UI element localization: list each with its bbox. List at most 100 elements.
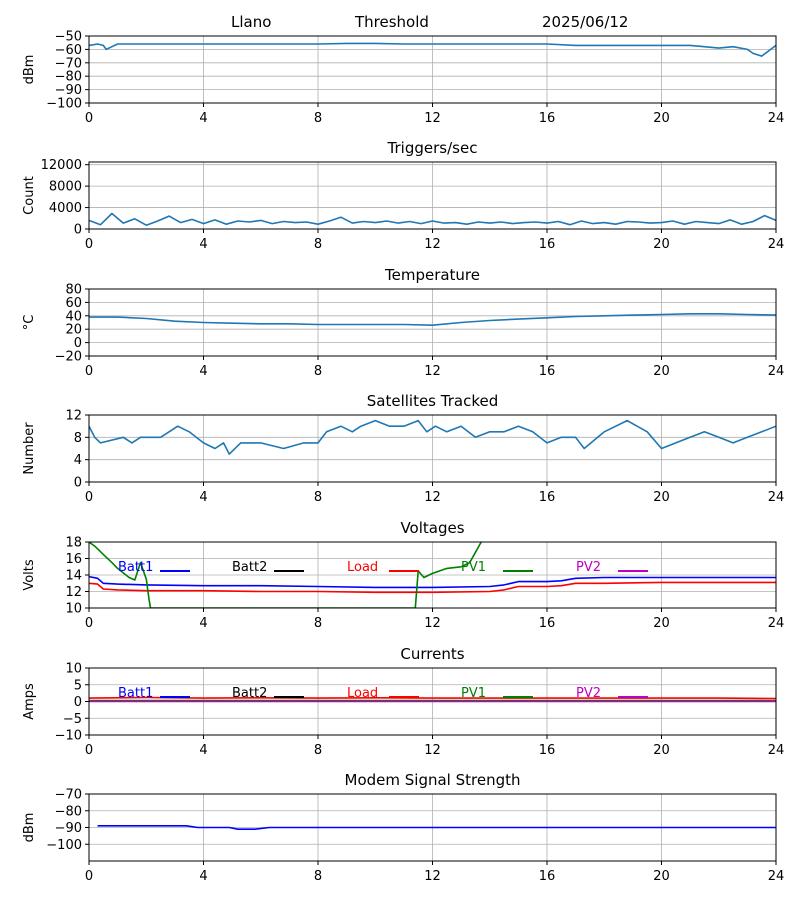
y-tick-label: 0 <box>74 223 82 238</box>
chart-title: Satellites Tracked <box>367 392 498 410</box>
y-tick-label: 40 <box>65 309 82 324</box>
axes-frame <box>88 667 777 736</box>
x-tick-label: 0 <box>85 869 93 884</box>
x-tick-label: 16 <box>539 490 556 505</box>
legend-label-batt2: Batt2 <box>232 560 267 575</box>
axes-frame <box>88 288 777 357</box>
y-tick-label: −80 <box>55 804 82 819</box>
y-tick-label: 8000 <box>49 180 82 195</box>
chart-title: Voltages <box>400 519 464 537</box>
series-line-satellites <box>89 419 776 455</box>
y-axis-label: dBm <box>22 813 37 843</box>
series-line-load <box>89 581 776 594</box>
series-line-threshold <box>89 42 776 57</box>
x-tick-label: 24 <box>768 490 785 505</box>
legend-label-pv1: PV1 <box>461 686 486 701</box>
x-tick-label: 24 <box>768 237 785 252</box>
x-tick-label: 20 <box>653 490 670 505</box>
series-line-pv1 <box>89 542 482 608</box>
x-tick-label: 4 <box>199 869 207 884</box>
x-tick-label: 0 <box>85 743 93 758</box>
y-axis-label: Amps <box>22 683 37 720</box>
y-tick-label: −60 <box>55 43 82 58</box>
y-tick-label: −100 <box>46 97 82 112</box>
legend-label-pv2: PV2 <box>576 686 601 701</box>
y-tick-label: 4 <box>74 453 82 468</box>
x-tick-label: 16 <box>539 111 556 126</box>
x-tick-label: 24 <box>768 364 785 379</box>
x-tick-label: 8 <box>314 490 322 505</box>
chart-title: Temperature <box>384 266 480 284</box>
x-tick-label: 12 <box>424 490 441 505</box>
y-tick-label: −90 <box>55 83 82 98</box>
series-line-temperature <box>89 313 776 326</box>
x-tick-label: 12 <box>424 364 441 379</box>
y-tick-label: 5 <box>74 678 82 693</box>
x-tick-label: 8 <box>314 743 322 758</box>
series-line-batt1 <box>89 575 776 589</box>
y-axis-label: Number <box>22 422 37 475</box>
x-tick-label: 16 <box>539 616 556 631</box>
x-tick-label: 4 <box>199 364 207 379</box>
x-tick-label: 16 <box>539 364 556 379</box>
y-tick-label: −100 <box>46 838 82 853</box>
axes-frame <box>88 414 777 483</box>
x-tick-label: 16 <box>539 869 556 884</box>
x-tick-label: 8 <box>314 237 322 252</box>
x-tick-label: 24 <box>768 869 785 884</box>
axes-frame <box>88 541 777 609</box>
y-axis-label: Count <box>22 176 37 215</box>
y-tick-label: −10 <box>55 729 82 744</box>
x-tick-label: 0 <box>85 490 93 505</box>
x-tick-label: 12 <box>424 743 441 758</box>
chart-title: Triggers/sec <box>387 139 478 157</box>
x-tick-label: 0 <box>85 237 93 252</box>
y-tick-label: 10 <box>65 602 82 617</box>
legend-label-pv1: PV1 <box>461 560 486 575</box>
axes-frame <box>88 35 777 104</box>
y-axis-label: dBm <box>22 55 37 85</box>
axes-frame <box>88 793 777 862</box>
y-tick-label: 60 <box>65 296 82 311</box>
series-line-triggers <box>89 212 776 226</box>
y-tick-label: 18 <box>65 536 82 551</box>
y-tick-label: −20 <box>55 350 82 365</box>
legend-label-load: Load <box>347 560 378 575</box>
x-tick-label: 0 <box>85 111 93 126</box>
chart-satellites: 0 4 8 12 16 20 24 0 4 8 12 Satellites Tracked Number <box>22 392 784 505</box>
legend-label-batt1: Batt1 <box>118 686 153 701</box>
y-tick-label: 0 <box>74 476 82 491</box>
x-tick-label: 4 <box>199 237 207 252</box>
y-tick-label: −50 <box>55 30 82 45</box>
x-tick-label: 12 <box>424 869 441 884</box>
chart-currents: 0 4 8 12 16 20 24 −10 −5 0 510 Batt1 Batt2 Load PV1 PV2… <box>22 645 784 758</box>
y-tick-label: 10 <box>65 662 82 677</box>
axes-frame <box>88 161 777 230</box>
y-tick-label: 12 <box>65 585 82 600</box>
x-tick-label: 4 <box>199 490 207 505</box>
y-tick-label: −70 <box>55 56 82 71</box>
x-tick-label: 20 <box>653 616 670 631</box>
legend-label-batt1: Batt1 <box>118 560 153 575</box>
legend-label-pv2: PV2 <box>576 560 601 575</box>
x-tick-label: 12 <box>424 616 441 631</box>
y-tick-label: −80 <box>55 70 82 85</box>
chart-triggers: 0 4 8 12 16 20 24 0 4000 8000 12000 Triggers/sec Cou… <box>22 139 784 252</box>
x-tick-label: 16 <box>539 743 556 758</box>
legend-label-batt2: Batt2 <box>232 686 267 701</box>
legend-label-load: Load <box>347 686 378 701</box>
y-axis-label: Volts <box>22 559 37 591</box>
chart-modem: 0 4 8 12 16 20 24 −70−80 −90 −100 Modem Signal Str… <box>22 771 784 884</box>
header-date: 2025/06/12 <box>542 13 628 31</box>
x-tick-label: 16 <box>539 237 556 252</box>
y-tick-label: 0 <box>74 336 82 351</box>
x-tick-label: 8 <box>314 869 322 884</box>
chart-title: Currents <box>400 645 464 663</box>
x-tick-label: 4 <box>199 111 207 126</box>
x-tick-label: 4 <box>199 616 207 631</box>
series-line-modem <box>97 825 776 830</box>
x-tick-label: 0 <box>85 364 93 379</box>
